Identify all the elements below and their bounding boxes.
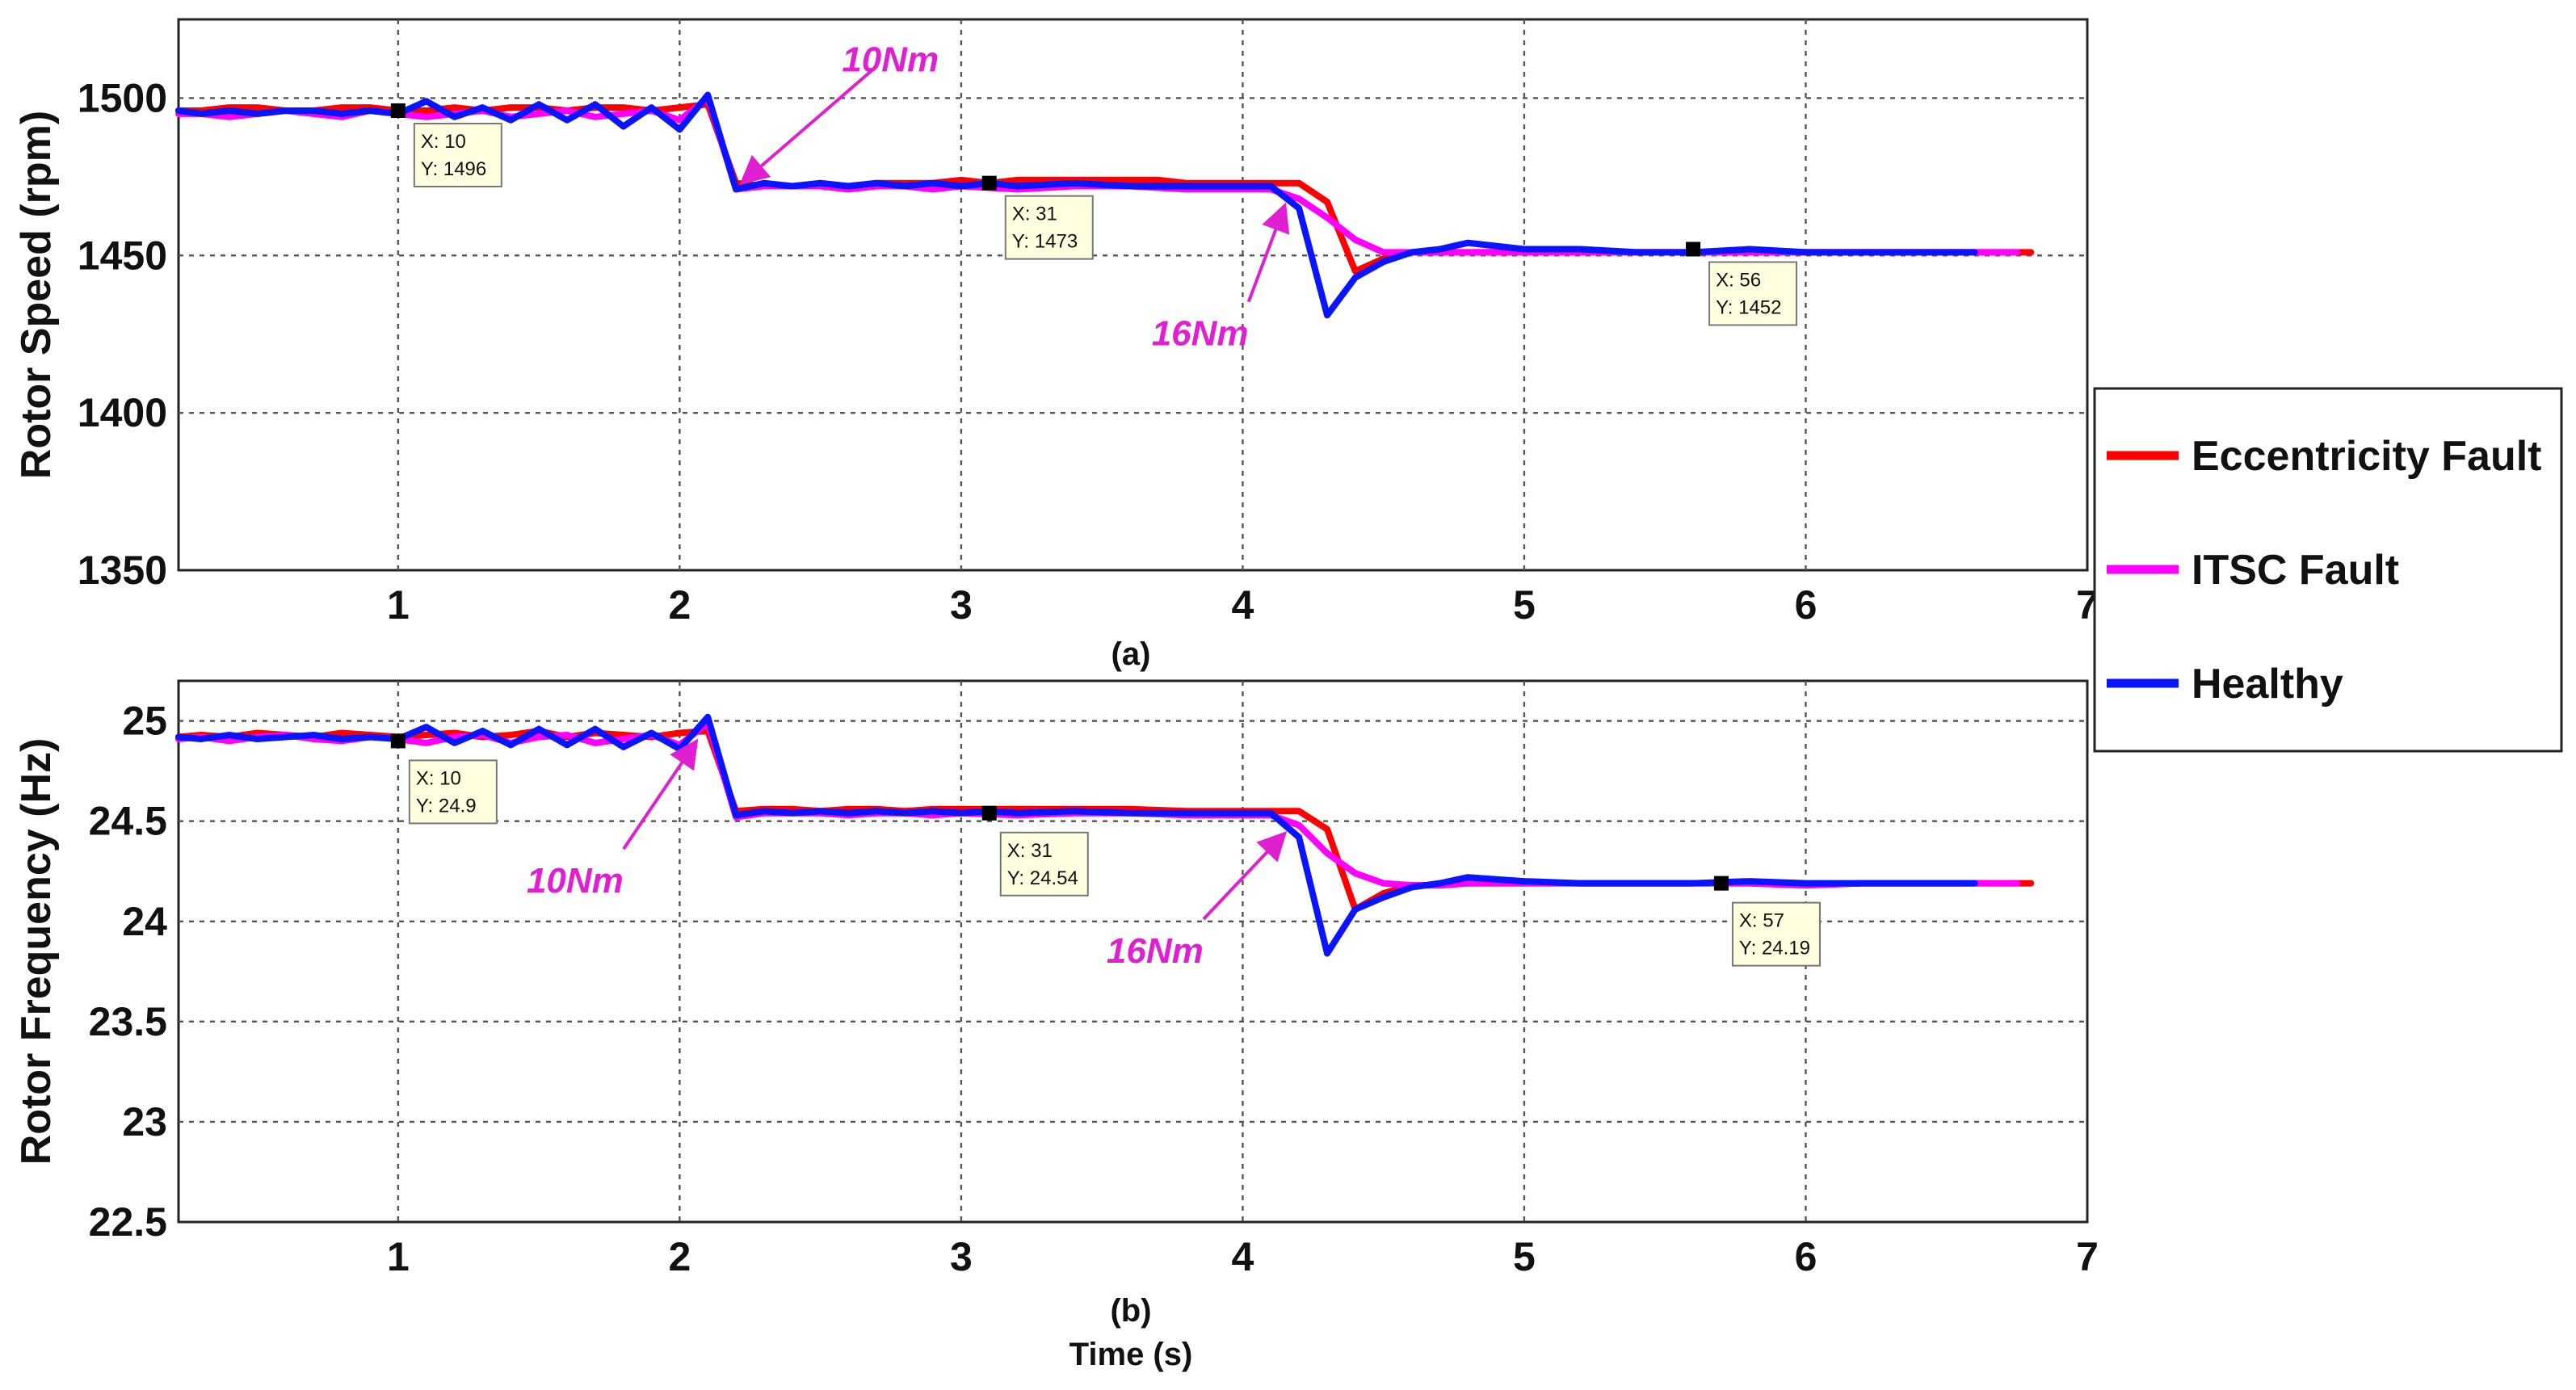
annotation-label: 16Nm (1107, 931, 1204, 971)
datatip-y: Y: 1496 (421, 158, 486, 180)
y-tick-label: 24 (122, 899, 167, 944)
datatip-y: Y: 24.9 (416, 795, 477, 817)
datatip-box (1731, 901, 1821, 967)
plot-area-a (177, 18, 2089, 572)
datatip-marker[interactable] (390, 733, 406, 749)
datatip-box (1708, 261, 1798, 326)
y-axis-title-b: Rotor Frequency (Hz) (13, 738, 60, 1165)
annotation-label: 10Nm (527, 861, 624, 901)
datatip-marker[interactable] (390, 103, 406, 119)
y-tick-label: 22.5 (89, 1199, 167, 1245)
datatip-y: Y: 24.19 (1739, 938, 1810, 960)
legend-label-healthy: Healthy (2191, 661, 2343, 708)
datatip-x: X: 57 (1739, 910, 1784, 932)
datatips-b: X: 10 Y: 24.9 X: 31 Y: 24.54 X: 57 Y: 24.19 (390, 733, 1821, 967)
x-tick-label: 4 (1232, 582, 1254, 628)
y-tick-label: 1350 (78, 548, 167, 593)
x-tick-label: 7 (2076, 1234, 2099, 1279)
datatip-marker[interactable] (1713, 876, 1729, 891)
caption-b: (b) (1110, 1293, 1151, 1329)
datatip-y: Y: 24.54 (1007, 867, 1078, 889)
annotation-arrow (1202, 830, 1288, 921)
datatip-box (999, 831, 1089, 897)
datatip-y: Y: 1452 (1716, 296, 1781, 318)
annotations-b: 10Nm 16Nm (527, 738, 1288, 971)
legend-label-itsc: ITSC Fault (2191, 547, 2399, 594)
y-tick-label: 23 (122, 1099, 167, 1144)
datatip-box (1004, 195, 1094, 260)
x-tick-label: 5 (1513, 1234, 1536, 1279)
y-tick-labels-b: 22.5 23 23.5 24 24.5 25 (89, 699, 168, 1245)
panel-b-rotor-frequency: 10Nm 16Nm X: 10 Y: 24.9 X: 31 Y: 24.54 X: 57 Y… (13, 679, 2099, 1372)
x-tick-label: 5 (1513, 582, 1536, 628)
y-tick-labels-a: 1350 1400 1450 1500 (78, 75, 167, 593)
x-tick-label: 1 (387, 1234, 410, 1279)
series-line-healthy (175, 713, 1978, 957)
datatip-x: X: 10 (416, 767, 461, 789)
series-line-healthy (175, 91, 1978, 319)
datatip-x: X: 56 (1716, 269, 1761, 291)
datatip-x: X: 10 (421, 131, 466, 153)
datatip-marker[interactable] (981, 805, 997, 821)
x-tick-labels-b: 1 2 3 4 5 6 7 (387, 1234, 2099, 1279)
annotations-a: 10Nm 16Nm (739, 40, 1290, 354)
y-tick-label: 1400 (78, 390, 167, 435)
y-tick-label: 24.5 (89, 799, 167, 844)
datatip-marker[interactable] (981, 175, 997, 191)
grid-a (179, 19, 2087, 570)
x-tick-label: 3 (950, 1234, 973, 1279)
annotation-label: 10Nm (842, 40, 939, 80)
datatip-marker[interactable] (1686, 241, 1701, 257)
y-tick-label: 1500 (78, 75, 167, 120)
x-tick-label: 1 (387, 582, 410, 628)
annotation-arrow (739, 67, 876, 186)
y-axis-title-a: Rotor Speed (rpm) (13, 111, 60, 479)
y-tick-label: 1450 (78, 233, 167, 278)
datatip-x: X: 31 (1007, 840, 1053, 862)
panel-a-rotor-speed: 10Nm 16Nm X: 10 Y: 1496 X: 31 Y: 1473 X: 56 Y:… (13, 18, 2099, 672)
x-tick-label: 6 (1795, 1234, 1817, 1279)
x-tick-label: 4 (1232, 1234, 1254, 1279)
caption-a: (a) (1112, 636, 1151, 672)
datatip-y: Y: 1473 (1012, 231, 1078, 253)
y-tick-label: 25 (122, 699, 167, 744)
datatip-box (408, 759, 498, 825)
legend-label-eccentricity: Eccentricity Fault (2191, 433, 2541, 480)
x-tick-label: 2 (668, 1234, 691, 1279)
x-axis-title-b: Time (s) (1069, 1337, 1193, 1372)
annotation-arrow (622, 738, 699, 850)
x-tick-label: 6 (1795, 582, 1817, 628)
annotation-label: 16Nm (1152, 314, 1249, 354)
datatip-box (413, 123, 502, 188)
x-tick-label: 3 (950, 582, 973, 628)
annotation-arrow (1246, 202, 1290, 303)
datatip-x: X: 31 (1012, 204, 1057, 225)
series-b (175, 713, 2035, 957)
y-tick-label: 23.5 (89, 999, 167, 1044)
datatips-a: X: 10 Y: 1496 X: 31 Y: 1473 X: 56 Y: 1452 (390, 103, 1798, 326)
series-a (175, 91, 2035, 319)
x-tick-label: 2 (668, 582, 691, 628)
legend: Eccentricity Fault ITSC Fault Healthy (2093, 387, 2563, 753)
